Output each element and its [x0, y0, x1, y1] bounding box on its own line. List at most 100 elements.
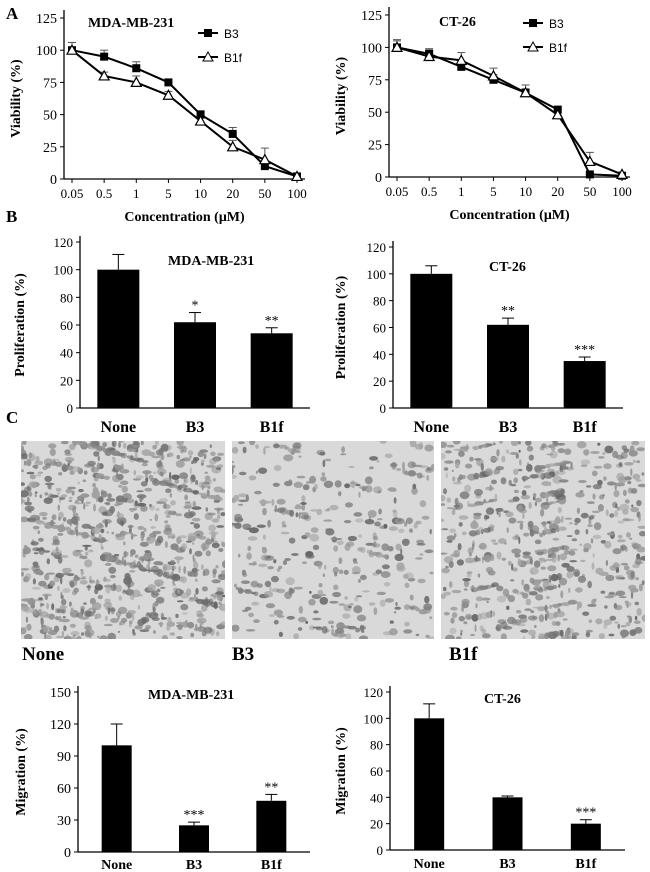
- x-tick-label: 50: [583, 184, 596, 199]
- legend-label: B3: [549, 17, 564, 31]
- category-label: B3: [499, 419, 518, 436]
- category-label: B1f: [573, 419, 598, 436]
- chart-title: MDA-MB-231: [148, 688, 234, 703]
- micrograph-label-none: None: [22, 644, 65, 665]
- significance-marker: *: [192, 299, 199, 314]
- data-point-b1f: [487, 69, 500, 81]
- legend-marker: [204, 29, 212, 37]
- x-tick-label: 100: [287, 186, 307, 201]
- bar-none: [410, 273, 453, 408]
- cell-texture: [21, 441, 225, 639]
- x-tick-label: 20: [551, 184, 564, 199]
- micrograph-label-b1f: B1f: [449, 644, 478, 665]
- legend-label: B1f: [224, 51, 243, 65]
- panel-letter-b: B: [6, 207, 18, 226]
- data-point-b1f: [455, 54, 468, 65]
- y-tick-label: 0: [50, 173, 57, 188]
- y-tick-label: 25: [43, 141, 57, 156]
- data-point-b1f: [390, 41, 404, 53]
- y-tick-label: 0: [375, 171, 382, 186]
- data-point-b3: [457, 62, 466, 71]
- y-tick-label: 0: [380, 401, 387, 416]
- micrograph-b3: [232, 441, 434, 639]
- category-label: B3: [186, 858, 202, 872]
- category-label: B1f: [261, 858, 282, 872]
- significance-marker: ***: [574, 343, 595, 358]
- y-tick-label: 75: [368, 74, 382, 89]
- bar-b1f: [563, 361, 606, 408]
- micrograph-b1f: [441, 441, 645, 639]
- y-tick-label: 20: [370, 817, 383, 832]
- x-tick-label: 10: [519, 184, 532, 199]
- proliferation-chart-mda: 0 20 40 60 80 100 120 None * B3 ** B1f MDA-MB-231 Pro…: [13, 235, 310, 436]
- x-tick-label: 5: [490, 184, 497, 199]
- category-label: None: [414, 857, 445, 872]
- y-tick-label: 120: [367, 240, 387, 255]
- viability-chart-ct26: 0 25 50 75 100 125 0.05 0.5 1 5 10 20 50 100 B3 B1f CT-2…: [334, 7, 632, 223]
- data-point-b1f: [162, 89, 175, 100]
- migration-chart-mda: 0 30 60 90 120 150 None *** B3 ** B1f MDA-MB-231 Mig…: [14, 686, 310, 872]
- data-point-b1f: [551, 108, 564, 120]
- y-tick-label: 50: [43, 109, 57, 124]
- x-tick-label: 100: [612, 184, 632, 199]
- category-label: B1f: [575, 857, 596, 872]
- bar-none: [414, 718, 445, 850]
- bar-b3: [174, 322, 216, 408]
- significance-marker: ***: [184, 808, 205, 823]
- bar-none: [97, 269, 140, 408]
- cell-texture: [441, 441, 645, 639]
- cell-texture: [232, 441, 434, 639]
- y-tick-label: 0: [377, 843, 384, 858]
- data-point-b1f: [290, 170, 304, 182]
- data-point-b3: [164, 78, 173, 87]
- x-tick-label: 1: [458, 184, 465, 199]
- y-tick-label: 80: [60, 290, 73, 305]
- panel-letter-a: A: [6, 4, 19, 23]
- data-point-b3: [228, 129, 237, 138]
- data-point-b1f: [226, 140, 239, 152]
- y-tick-label: 120: [54, 235, 74, 250]
- bar-b1f: [256, 800, 287, 852]
- significance-marker: **: [501, 304, 515, 319]
- x-tick-label: 1: [133, 186, 140, 201]
- data-point-b3: [196, 110, 205, 119]
- x-tick-label: 5: [165, 186, 172, 201]
- data-point-b3: [132, 64, 141, 73]
- y-tick-label: 100: [364, 711, 384, 726]
- x-tick-label: 0.05: [386, 184, 409, 199]
- data-point-b3: [260, 162, 269, 171]
- y-tick-label: 100: [54, 263, 74, 278]
- y-tick-label: 0: [64, 846, 71, 861]
- y-tick-label: 60: [370, 764, 383, 779]
- significance-marker: **: [264, 780, 278, 795]
- category-label: B3: [186, 419, 205, 436]
- series-line-b1f: [396, 46, 623, 176]
- y-axis-label: Proliferation (%): [334, 275, 349, 379]
- category-label: B3: [499, 857, 515, 872]
- data-point-b1f: [258, 153, 271, 165]
- series-line-b1f: [71, 49, 298, 178]
- y-tick-label: 0: [67, 401, 74, 416]
- y-tick-label: 100: [36, 44, 57, 59]
- y-tick-label: 90: [57, 750, 71, 765]
- y-tick-label: 80: [370, 738, 383, 753]
- category-label: B1f: [260, 419, 285, 436]
- y-tick-label: 60: [373, 321, 386, 336]
- micrograph-none: [21, 441, 225, 639]
- x-tick-label: 10: [194, 186, 207, 201]
- chart-title: CT-26: [439, 15, 476, 30]
- significance-marker: **: [265, 314, 279, 329]
- bar-b3: [179, 825, 209, 852]
- y-tick-label: 50: [368, 106, 382, 121]
- y-tick-label: 120: [364, 685, 384, 700]
- x-tick-label: 50: [258, 186, 271, 201]
- x-tick-label: 0.05: [61, 186, 84, 201]
- y-axis-label: Proliferation (%): [13, 273, 28, 377]
- y-tick-label: 60: [60, 318, 73, 333]
- bar-b1f: [250, 333, 293, 408]
- x-axis-label: Concentration (μM): [124, 210, 245, 225]
- x-tick-label: 0.5: [96, 186, 112, 201]
- data-point-b1f: [65, 43, 79, 55]
- bar-b3: [487, 324, 529, 408]
- y-tick-label: 60: [57, 782, 71, 797]
